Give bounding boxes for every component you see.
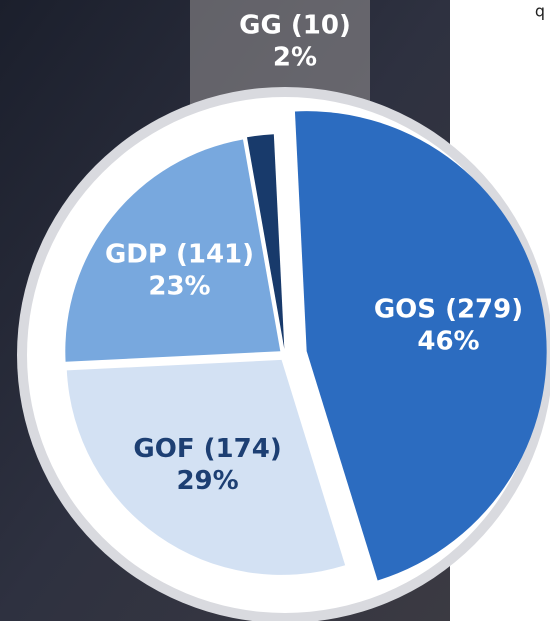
slice-percent: 46% (417, 327, 479, 357)
slice-label: GG (10) (239, 11, 351, 41)
slice-label: GOF (174) (133, 434, 281, 464)
chart: q GG (10)2% GOS (279)46% GOF (174)29% GDP (… (0, 0, 550, 621)
corner-text: q (535, 2, 545, 21)
slice-percent: 29% (176, 466, 238, 496)
slice-percent: 23% (148, 271, 210, 301)
slice-label: GOS (279) (374, 295, 523, 325)
slice-label: GDP (141) (105, 239, 254, 269)
slice-percent: 2% (273, 43, 317, 73)
